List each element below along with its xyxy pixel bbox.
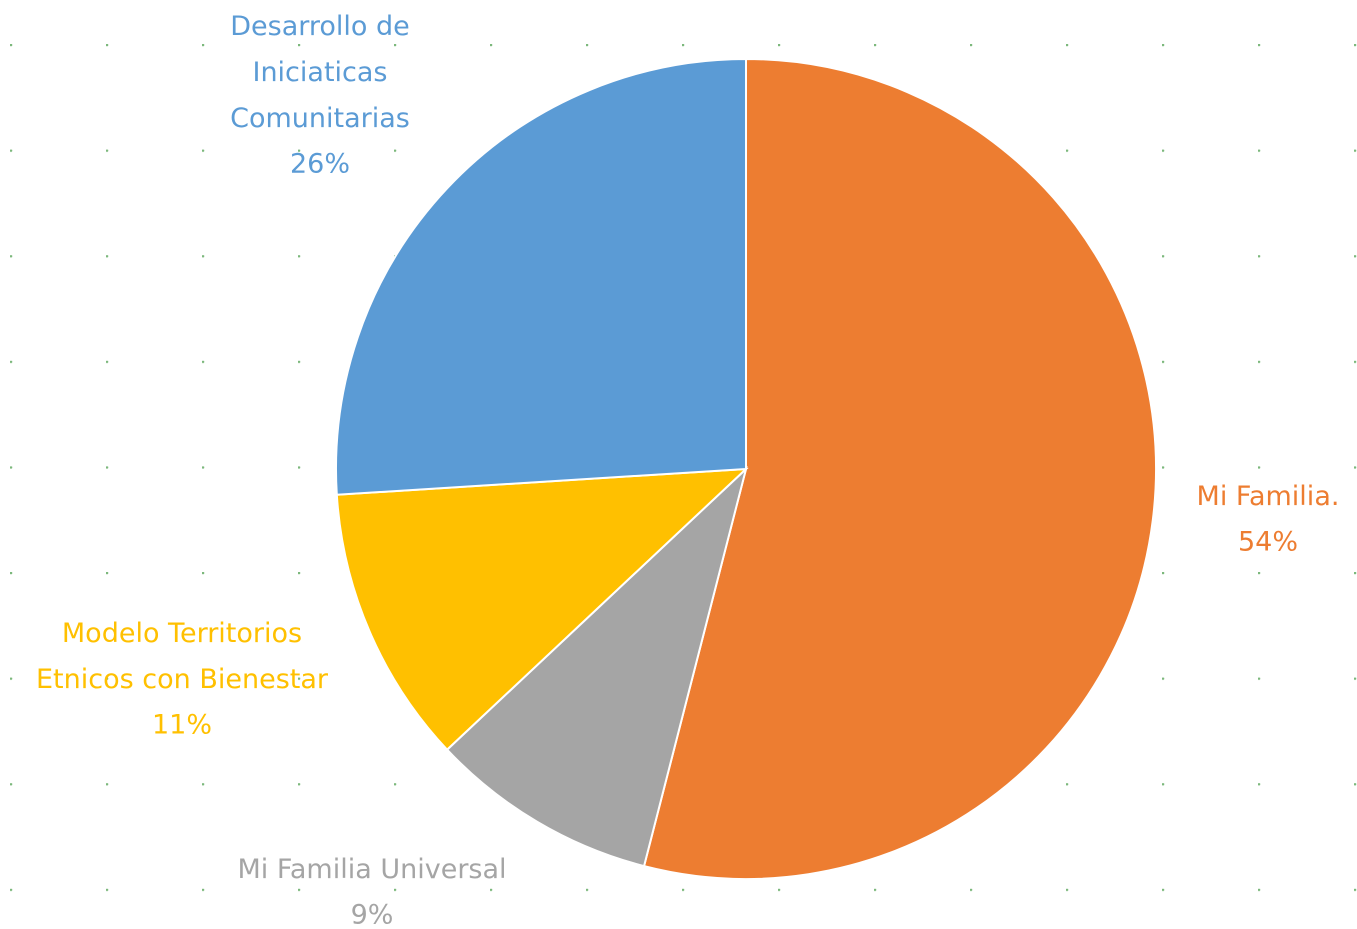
category-label: Desarrollo de Iniciaticas Comunitarias <box>230 11 410 134</box>
pie-slice <box>445 465 748 868</box>
data-label: Desarrollo de Iniciaticas Comunitarias 26% <box>230 11 410 180</box>
value-label: 9% <box>351 900 394 929</box>
value-label: 26% <box>290 149 350 180</box>
category-label: Mi Familia. <box>1197 481 1340 512</box>
pie <box>335 57 1157 880</box>
category-label: Mi Familia Universal <box>237 854 506 885</box>
data-label: Mi Familia. 54% <box>1197 481 1340 558</box>
data-label: Modelo Territorios Etnicos con Bienestar 1… <box>36 618 329 741</box>
pie-slice <box>335 467 749 752</box>
value-label: 11% <box>152 710 212 741</box>
data-label: Mi Familia Universal 9% <box>237 854 506 929</box>
pie-slice <box>642 57 1157 880</box>
category-label: Modelo Territorios Etnicos con Bienestar <box>36 618 329 695</box>
pie-slice <box>335 57 747 496</box>
value-label: 54% <box>1238 527 1298 558</box>
labels: Mi Familia. 54% Mi Familia Universal 9% Mode… <box>36 11 1339 929</box>
